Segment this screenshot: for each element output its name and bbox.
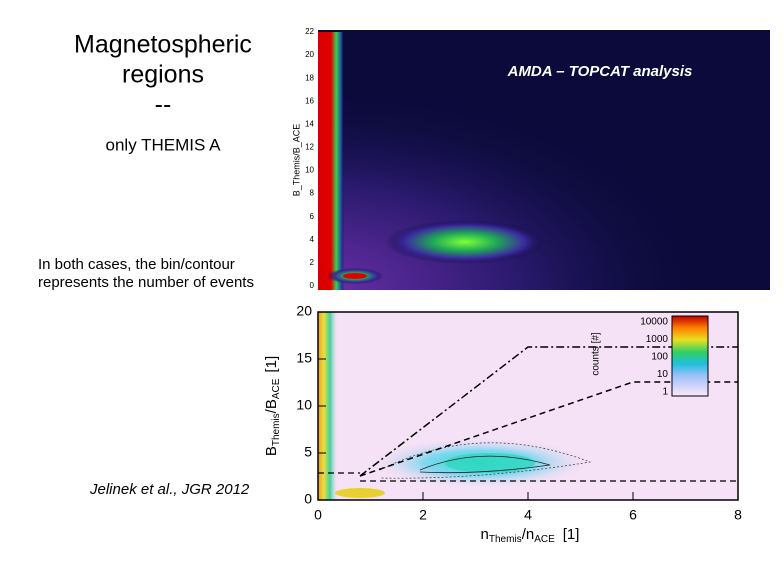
x-tick-label: 2 bbox=[419, 507, 427, 523]
note: In both cases, the bin/contour bbox=[38, 256, 235, 273]
y-tick-label: 20 bbox=[305, 50, 314, 59]
colorbar-ticks: 10000 1000 100 10 1 bbox=[640, 317, 668, 398]
y-tick-label: 0 bbox=[304, 491, 312, 507]
colorbar-tick-label: 1 bbox=[662, 387, 668, 398]
y-label: B_Themis/B_ACE bbox=[291, 124, 301, 197]
density-band bbox=[318, 32, 344, 290]
density-core bbox=[335, 488, 385, 498]
colorbar bbox=[671, 315, 709, 397]
note: represents the number of events bbox=[38, 274, 254, 291]
annotation: AMDA – TOPCAT analysis bbox=[507, 63, 693, 80]
y-tick-label: 5 bbox=[304, 444, 312, 460]
subtitle: only THEMIS A bbox=[106, 135, 222, 154]
colorbar-tick-label: 100 bbox=[651, 352, 668, 363]
bottom-plot: counts [#] 10000 1000 100 10 1 0 5 10 15 20 0 2 4 6 8… bbox=[263, 303, 742, 545]
dashed-boundary bbox=[318, 472, 738, 482]
citation: Jelinek et al., JGR 2012 bbox=[89, 481, 250, 498]
haze bbox=[318, 80, 718, 290]
y-tick-label: 8 bbox=[310, 189, 315, 198]
y-tick-label: 6 bbox=[310, 212, 315, 221]
x-tick-label: 8 bbox=[734, 507, 742, 523]
density-core bbox=[445, 453, 535, 473]
title-line: Magnetospheric bbox=[74, 31, 252, 59]
y-tick-label: 15 bbox=[296, 350, 312, 366]
contour bbox=[419, 455, 551, 474]
colorbar-tick-label: 1000 bbox=[646, 334, 669, 345]
ticks: 0 5 10 15 20 0 2 4 6 8 bbox=[296, 303, 742, 523]
density-blob bbox=[385, 220, 545, 264]
y-tick-label: 18 bbox=[305, 73, 314, 82]
x-tick-label: 4 bbox=[524, 507, 532, 523]
x-tick-label: 6 bbox=[629, 507, 637, 523]
x-label: nThemis/nACE [1] bbox=[481, 526, 580, 545]
title: Magnetospheric regions -- only THEMIS A bbox=[74, 31, 252, 155]
y-tick-label: 10 bbox=[296, 397, 312, 413]
x-tick-label: 0 bbox=[314, 507, 322, 523]
y-ticks: 0 2 4 6 8 10 12 14 16 18 20 22 bbox=[305, 27, 314, 290]
y-tick-label: 0 bbox=[310, 281, 315, 290]
y-tick-label: 22 bbox=[305, 27, 314, 36]
density-core bbox=[343, 273, 367, 279]
dash-dot-boundary bbox=[359, 346, 738, 477]
y-tick-label: 4 bbox=[310, 235, 315, 244]
y-tick-label: 10 bbox=[305, 166, 314, 175]
y-tick-label: 2 bbox=[310, 258, 315, 267]
y-tick-label: 20 bbox=[296, 303, 312, 319]
colorbar-label: counts [#] bbox=[591, 332, 602, 376]
y-tick-label: 12 bbox=[305, 143, 314, 152]
y-tick-label: 14 bbox=[305, 119, 314, 128]
title-line: regions bbox=[122, 61, 204, 89]
y-tick-label: 16 bbox=[305, 96, 314, 105]
contour bbox=[379, 442, 592, 479]
title-line: -- bbox=[155, 91, 172, 119]
colorbar-tick-label: 10000 bbox=[640, 317, 668, 328]
top-plot: AMDA – TOPCAT analysis B_Themis/B_ACE 0 2… bbox=[291, 27, 770, 290]
colorbar-tick-label: 10 bbox=[657, 369, 669, 380]
y-label: BThemis/BACE[1] bbox=[263, 356, 282, 456]
